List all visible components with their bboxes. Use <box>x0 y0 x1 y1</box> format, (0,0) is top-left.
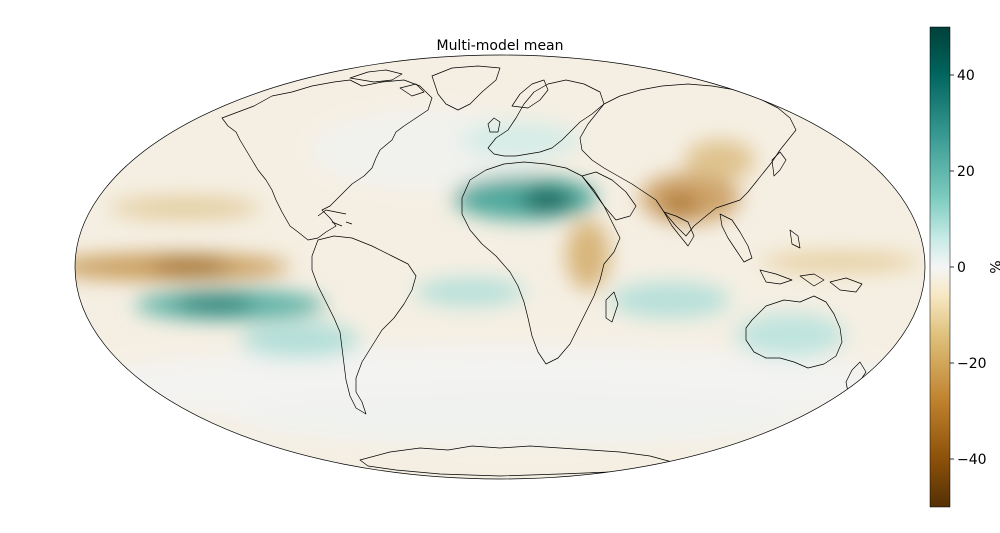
coastline-europe <box>487 79 605 157</box>
colorbar: 40 20 0 −20 −40 % <box>929 26 1000 508</box>
coastline-greenland <box>431 65 501 111</box>
colorbar-tick-label: 40 <box>957 68 975 84</box>
field-maritime-dry <box>760 252 920 272</box>
coastline-scandinavia <box>511 79 549 109</box>
coastline-antarctica <box>359 445 673 477</box>
coastline-south-america <box>311 235 417 415</box>
colorbar-gradient <box>929 26 951 508</box>
field-southern-ocean <box>240 395 800 445</box>
field-asia-dry-core <box>662 193 698 217</box>
coastline-africa <box>461 161 621 365</box>
field-south-pacific-wet <box>240 322 360 358</box>
colorbar-tick-label: −20 <box>957 356 987 372</box>
coastline-caribbean <box>317 209 353 227</box>
field-north-pacific-dry <box>110 197 260 219</box>
coastline-southeast-asia <box>719 213 753 263</box>
coastline-british-isles <box>487 117 501 133</box>
globe-outline <box>74 54 926 480</box>
coastline-indonesia <box>759 229 863 293</box>
field-indian-ocean-wet <box>610 282 730 318</box>
colorbar-tick-label: 20 <box>957 164 975 180</box>
field-sahara-wet-core <box>522 189 574 211</box>
colorbar-tick-label: 0 <box>957 260 966 276</box>
colorbar-ticks: 40 20 0 −20 −40 <box>950 68 987 468</box>
coastline-madagascar <box>605 291 619 323</box>
data-field <box>75 55 925 479</box>
coastlines <box>221 65 867 477</box>
coastline-arabia <box>581 171 637 221</box>
field-east-africa-dry <box>566 220 610 290</box>
field-pacific-dry-core <box>150 258 230 274</box>
field-south-atlantic-wet <box>415 278 525 306</box>
coastline-india <box>663 211 695 247</box>
field-australia-wet <box>735 313 845 357</box>
coastline-north-america <box>221 79 433 241</box>
coastline-arctic-islands <box>349 69 425 97</box>
colorbar-tick-label: −40 <box>957 452 987 468</box>
coastline-japan <box>771 151 787 177</box>
coastline-australia <box>745 295 843 369</box>
field-central-asia-dry <box>685 140 755 180</box>
map-title: Multi-model mean <box>436 38 564 54</box>
field-pacific-wet-core <box>175 295 255 313</box>
colorbar-label: % <box>986 260 1000 273</box>
